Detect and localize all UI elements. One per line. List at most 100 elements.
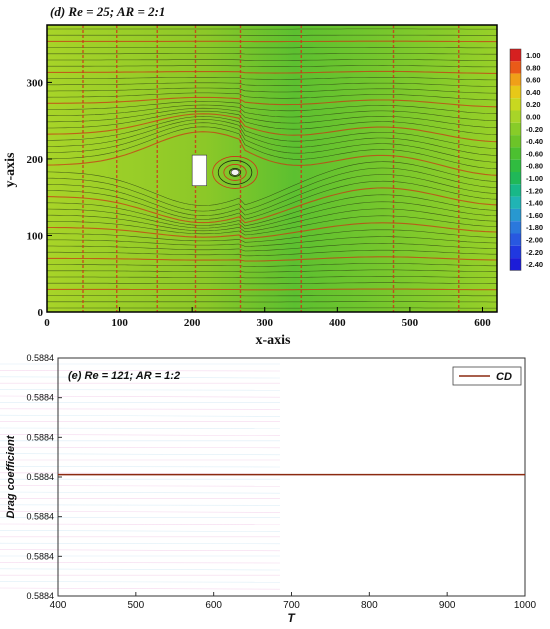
streamline [47, 87, 497, 94]
vortex-ring [217, 160, 253, 185]
panel-d-title: (d) Re = 25; AR = 2:1 [50, 4, 165, 19]
streamline [47, 104, 497, 121]
bg-streak [0, 408, 281, 410]
drag-tick-label: 0.5884 [26, 551, 54, 561]
streamline [47, 215, 497, 236]
colorbar-swatch [510, 110, 521, 123]
colorbar-label: -2.40 [526, 260, 543, 269]
t-tick-label: 600 [205, 600, 222, 611]
streamline [47, 208, 497, 233]
bg-streak [0, 389, 281, 391]
colorbar-swatch [510, 61, 521, 74]
streamline [47, 82, 497, 87]
colorbar-swatch [510, 85, 521, 99]
colorbar-swatch [510, 196, 521, 209]
colorbar-swatch [510, 49, 521, 62]
x-tick-label: 200 [184, 317, 201, 329]
y-tick-label: 0 [38, 307, 44, 319]
streamline [47, 101, 497, 114]
bg-streak [0, 581, 281, 583]
colorbar-label: -1.40 [526, 199, 543, 208]
streamline [47, 174, 497, 216]
t-tick-label: 800 [361, 600, 378, 611]
streamline [47, 187, 497, 224]
streamline [47, 77, 497, 81]
streamline [47, 269, 497, 273]
obstacle-rectangle [191, 154, 207, 187]
streamline [47, 110, 497, 135]
legend: CD [452, 366, 522, 386]
legend-label-cd: CD [496, 371, 512, 383]
bg-streak [0, 510, 281, 513]
bg-streak [0, 562, 281, 564]
colorbar-swatch [510, 208, 521, 222]
t-tick-label: 1000 [514, 600, 537, 611]
colorbar-swatch [510, 172, 521, 185]
vortex-ring [223, 164, 247, 181]
colorbar-swatch [510, 258, 521, 271]
drag-panel: (e) Re = 121; AR = 1:2 CD 400 500 600 700 80… [0, 353, 537, 625]
bg-streak [0, 466, 281, 468]
colorbar-label: 0.60 [526, 76, 541, 85]
x-tick-label: 300 [256, 317, 273, 329]
streamline [47, 180, 497, 220]
streamline [47, 167, 497, 212]
colorbar-label: -0.60 [526, 149, 543, 158]
streamline [47, 295, 497, 297]
x-tick-label: 500 [402, 317, 419, 329]
bg-streak [0, 446, 281, 449]
y-tick-label: 100 [27, 230, 44, 242]
colorbar-label: -1.20 [526, 186, 543, 195]
bg-streak [0, 370, 281, 372]
x-tick-label: 600 [474, 317, 491, 329]
bg-streak [0, 376, 281, 379]
colorbar-swatch [510, 73, 521, 86]
colorbar-label: -2.00 [526, 236, 543, 245]
streamline [47, 96, 497, 108]
colorbar-swatch [510, 98, 521, 111]
y-axis-ticks: 0 100 200 300 [27, 77, 52, 319]
t-tick-label: 700 [283, 600, 300, 611]
vortex-core [230, 169, 240, 176]
colorbar-label: 0.20 [526, 100, 541, 109]
colorbar: 1.00 0.80 0.60 0.40 0.20 0.00 -0.20 -0.40 -0.60 -… [509, 48, 543, 271]
colorbar-label: 0.80 [526, 63, 541, 72]
streamline [47, 47, 497, 49]
colorbar-swatch [510, 159, 521, 172]
y-tick-label: 200 [27, 154, 44, 166]
colorbar-swatch [510, 135, 521, 148]
streamline [47, 263, 497, 267]
t-tick-label: 500 [127, 600, 144, 611]
vortex-ring [229, 168, 242, 177]
drag-tick-label: 0.5884 [26, 432, 54, 442]
bg-streak [0, 395, 281, 398]
streamlines [47, 25, 497, 312]
y-axis-label: y-axis [3, 152, 18, 188]
streamline [47, 92, 497, 101]
vortex-ring [212, 156, 258, 189]
t-tick-label: 900 [439, 600, 456, 611]
streamline [47, 59, 497, 61]
bg-streak [0, 530, 281, 532]
colorbar-swatch [510, 122, 521, 136]
bg-streak [0, 434, 281, 436]
x-tick-label: 100 [111, 317, 128, 329]
colorbar-label: -1.60 [526, 211, 543, 220]
colorbar-label: -0.80 [526, 162, 543, 171]
colorbar-label: -0.20 [526, 125, 543, 134]
colorbar-swatch [510, 245, 521, 259]
bg-streak [0, 523, 281, 525]
bg-streak [0, 491, 281, 494]
drag-axis-ticks: 0.5884 0.5884 0.5884 0.5884 0.5884 0.5884 0.58… [26, 353, 62, 601]
panel-e-title: (e) Re = 121; AR = 1:2 [68, 370, 180, 382]
drag-tick-label: 0.5884 [26, 591, 54, 601]
colorbar-swatch [510, 147, 521, 160]
streamline [47, 229, 497, 243]
colorbar-label: -0.40 [526, 137, 543, 146]
x-tick-label: 400 [329, 317, 346, 329]
streamline [47, 288, 497, 291]
drag-tick-label: 0.5884 [26, 393, 54, 403]
streamline [47, 276, 497, 279]
colorbar-label: 1.00 [526, 51, 541, 60]
streamline [47, 122, 497, 163]
